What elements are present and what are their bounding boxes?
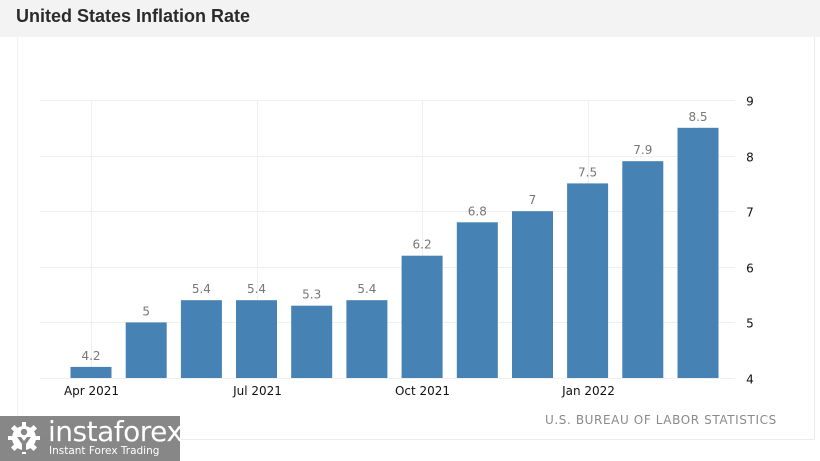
bar-value-label: 7	[529, 193, 537, 207]
x-tick-label: Jul 2021	[232, 384, 282, 398]
instaforex-logo: instaforex Instant Forex Trading	[0, 415, 183, 461]
y-tick-label: 8	[746, 151, 754, 165]
source-credit: U.S. BUREAU OF LABOR STATISTICS	[545, 413, 777, 427]
logo-tagline: Instant Forex Trading	[49, 445, 160, 457]
bar-value-label: 5.4	[192, 282, 211, 296]
header-bar: United States Inflation Rate	[0, 0, 820, 37]
label-layer: 4.2 5 5.4 5.4 5.3 5.4 6.2 6.8 7 7.5 7.9 8.5	[81, 110, 707, 363]
bar-value-label: 4.2	[81, 349, 100, 363]
chart-frame	[17, 37, 815, 440]
bar-value-label: 5.4	[357, 282, 376, 296]
bar-value-label: 5	[142, 304, 150, 318]
bar	[291, 305, 333, 378]
bar	[401, 255, 443, 378]
y-tick-label: 6	[746, 262, 754, 276]
bar	[456, 222, 498, 378]
bar	[70, 366, 112, 378]
bar-value-label: 7.9	[633, 143, 652, 157]
x-tick-label: Apr 2021	[64, 384, 119, 398]
y-tick-label: 7	[746, 206, 754, 220]
y-tick-label: 5	[746, 317, 754, 331]
bar-value-label: 5.3	[302, 288, 321, 302]
y-tick-label: 4	[746, 373, 754, 387]
bar	[512, 211, 553, 378]
bar	[180, 300, 222, 378]
bar	[622, 161, 664, 378]
bar-value-label: 6.2	[413, 238, 432, 252]
bar	[677, 127, 719, 378]
x-tick-label: Jan 2022	[561, 384, 615, 398]
bar	[346, 300, 388, 378]
bar-layer	[70, 127, 719, 378]
bar-value-label: 6.8	[468, 204, 487, 218]
bar	[125, 322, 167, 378]
bar-value-label: 7.5	[578, 165, 597, 179]
bar	[236, 300, 277, 378]
gear-person-icon	[8, 422, 40, 454]
y-tick-label: 9	[746, 95, 754, 109]
logo-wordmark: instaforex	[48, 415, 183, 448]
bar-value-label: 5.4	[247, 282, 266, 296]
axis-layer: 4 5 6 7 8 9 Apr 2021 Jul 2021 Oct 2021 Jan 2022	[64, 95, 754, 399]
x-tick-label: Oct 2021	[395, 384, 450, 398]
bar	[567, 183, 609, 378]
page-title: United States Inflation Rate	[16, 6, 251, 26]
bar-value-label: 8.5	[688, 110, 707, 124]
